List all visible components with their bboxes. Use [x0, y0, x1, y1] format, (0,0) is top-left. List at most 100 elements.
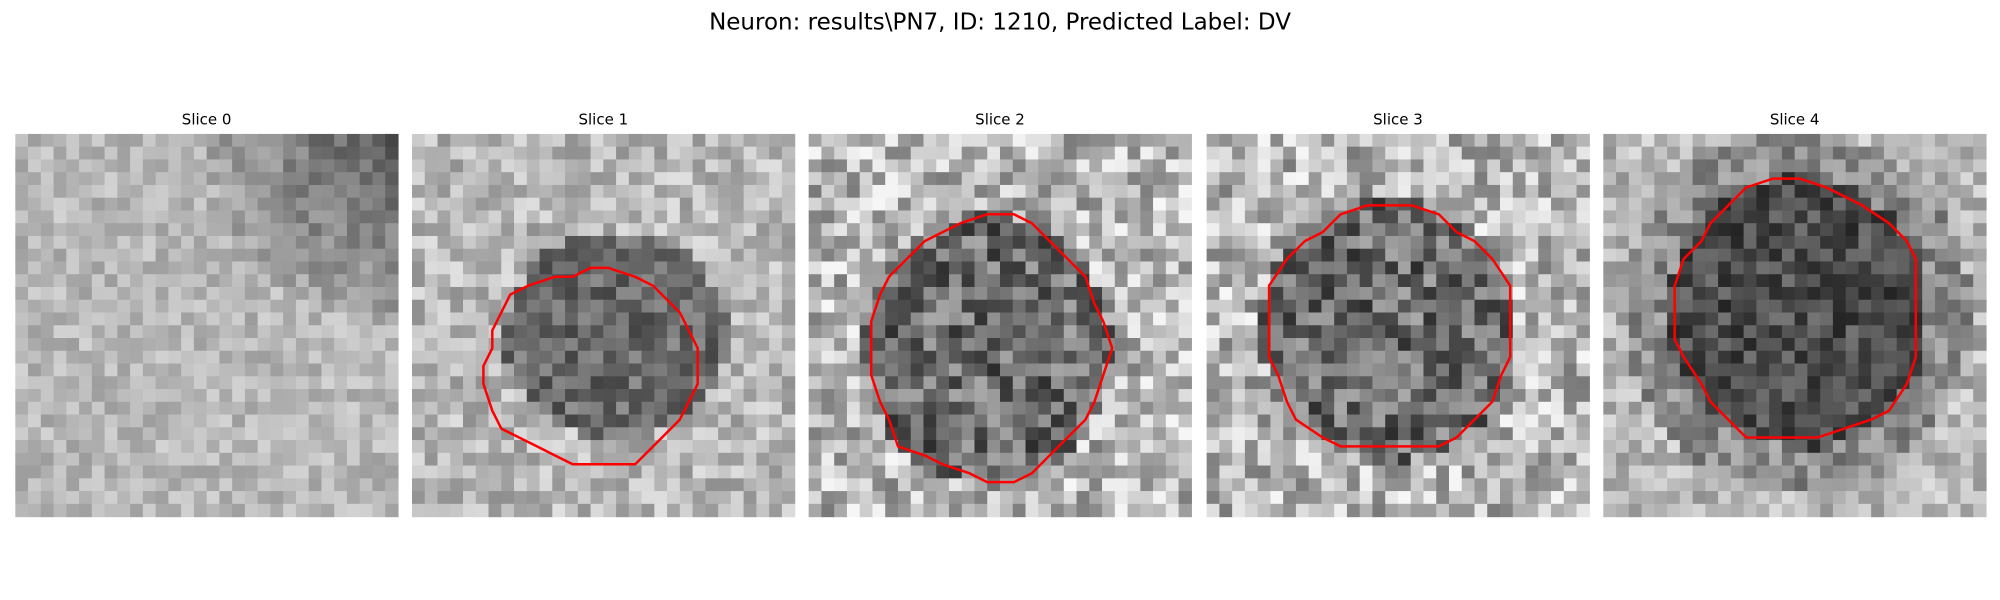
image-pixel: [590, 133, 604, 148]
image-pixel: [769, 133, 783, 148]
image-pixel: [808, 184, 823, 199]
image-pixel: [1165, 133, 1180, 148]
image-pixel: [539, 312, 553, 326]
image-pixel: [846, 338, 861, 352]
image-pixel: [1858, 491, 1872, 505]
image-pixel: [1321, 389, 1335, 403]
image-pixel: [1436, 172, 1450, 186]
image-pixel: [1718, 184, 1732, 199]
image-pixel: [948, 389, 963, 403]
image-pixel: [1346, 491, 1361, 505]
image-pixel: [385, 414, 399, 428]
image-pixel: [1512, 210, 1527, 224]
image-pixel: [411, 210, 426, 224]
image-pixel: [667, 376, 681, 390]
image-pixel: [1512, 389, 1527, 403]
image-pixel: [654, 363, 668, 377]
image-pixel: [1909, 197, 1923, 212]
image-pixel: [1436, 363, 1450, 377]
image-pixel: [1973, 235, 1987, 250]
image-pixel: [743, 133, 757, 148]
image-pixel: [475, 133, 490, 148]
image-pixel: [1525, 184, 1539, 199]
image-pixel: [1718, 452, 1732, 467]
image-pixel: [91, 389, 106, 403]
image-pixel: [1308, 146, 1323, 161]
image-pixel: [1410, 172, 1425, 186]
image-pixel: [219, 427, 233, 441]
image-pixel: [743, 440, 757, 454]
image-pixel: [1679, 210, 1694, 224]
image-pixel: [1858, 363, 1872, 377]
image-pixel: [1334, 491, 1348, 505]
image-pixel: [897, 133, 912, 148]
image-pixel: [1000, 184, 1014, 199]
image-pixel: [1832, 286, 1847, 301]
image-pixel: [961, 197, 976, 212]
image-pixel: [846, 465, 861, 479]
image-pixel: [1896, 159, 1911, 173]
image-pixel: [705, 159, 719, 173]
image-pixel: [1730, 274, 1745, 288]
image-pixel: [1781, 325, 1796, 339]
image-pixel: [743, 338, 757, 352]
image-pixel: [308, 223, 323, 237]
image-pixel: [1295, 286, 1310, 301]
image-pixel: [104, 465, 118, 479]
image-pixel: [1461, 299, 1476, 314]
image-pixel: [1178, 478, 1192, 492]
image-pixel: [1947, 299, 1962, 314]
image-pixel: [181, 248, 195, 263]
image-pixel: [1654, 197, 1668, 212]
image-pixel: [1423, 299, 1437, 314]
image-pixel: [1538, 159, 1552, 173]
image-pixel: [1127, 414, 1141, 428]
image-pixel: [463, 401, 477, 416]
image-pixel: [1283, 286, 1297, 301]
image-pixel: [219, 261, 233, 275]
image-pixel: [1512, 338, 1527, 352]
image-pixel: [885, 465, 899, 479]
image-pixel: [1858, 261, 1872, 275]
image-pixel: [628, 325, 643, 339]
image-pixel: [1283, 312, 1297, 326]
image-pixel: [283, 414, 297, 428]
image-pixel: [321, 210, 335, 224]
image-pixel: [1705, 197, 1719, 212]
image-pixel: [1667, 414, 1681, 428]
image-pixel: [1436, 503, 1450, 518]
image-pixel: [1076, 133, 1090, 148]
image-pixel: [692, 286, 706, 301]
image-pixel: [1973, 210, 1987, 224]
image-pixel: [1308, 159, 1323, 173]
image-pixel: [974, 452, 988, 467]
image-pixel: [1576, 440, 1590, 454]
image-pixel: [193, 452, 208, 467]
image-pixel: [1603, 133, 1617, 148]
image-pixel: [1756, 491, 1770, 505]
image-pixel: [948, 248, 963, 263]
image-pixel: [1603, 223, 1617, 237]
image-pixel: [616, 440, 630, 454]
image-pixel: [1308, 363, 1323, 377]
image-pixel: [1718, 159, 1732, 173]
image-pixel: [1102, 465, 1116, 479]
image-pixel: [193, 478, 208, 492]
image-pixel: [244, 159, 259, 173]
image-pixel: [1845, 440, 1860, 454]
image-pixel: [923, 210, 937, 224]
image-pixel: [808, 363, 823, 377]
image-pixel: [514, 440, 528, 454]
image-pixel: [53, 427, 67, 441]
image-pixel: [1718, 478, 1732, 492]
image-pixel: [1295, 299, 1310, 314]
image-pixel: [168, 312, 182, 326]
image-pixel: [1603, 197, 1617, 212]
image-pixel: [808, 440, 823, 454]
image-pixel: [346, 414, 361, 428]
image-pixel: [872, 248, 886, 263]
image-pixel: [936, 286, 950, 301]
image-pixel: [1667, 427, 1681, 441]
image-pixel: [1140, 159, 1154, 173]
image-pixel: [1270, 172, 1284, 186]
